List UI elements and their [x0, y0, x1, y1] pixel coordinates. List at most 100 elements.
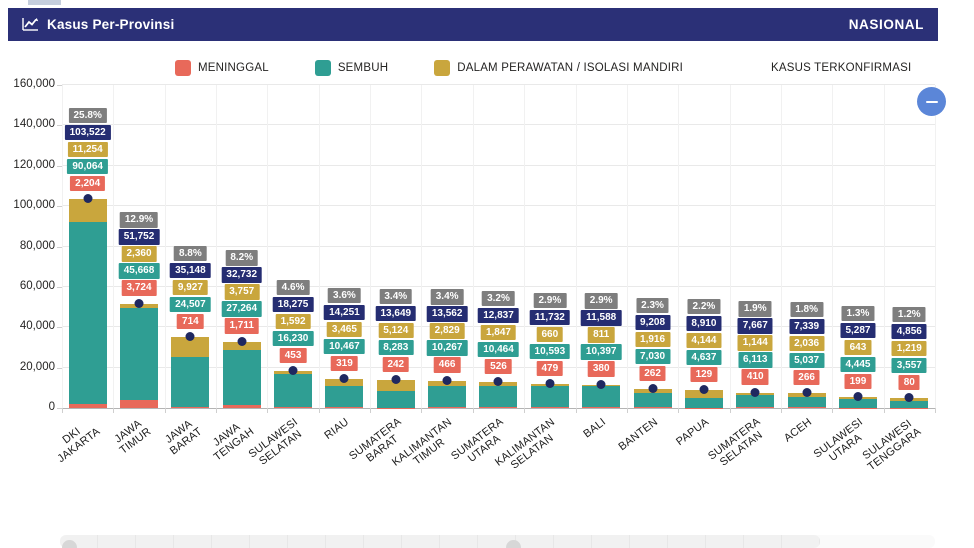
bar-segment-meninggal[interactable] — [582, 407, 621, 408]
stacked-bar[interactable] — [684, 390, 723, 408]
category-separator — [216, 85, 218, 408]
percent-label: 2.9% — [533, 292, 567, 309]
perawatan-label: 1,219 — [891, 340, 927, 357]
stacked-bar[interactable] — [68, 199, 107, 408]
percent-label: 8.8% — [173, 245, 207, 262]
category-separator — [267, 85, 269, 408]
bar-segment-sembuh[interactable] — [428, 386, 467, 408]
sembuh-label: 3,557 — [891, 357, 927, 374]
bar-segment-dalam-perawatan-isolasi-mandiri[interactable] — [68, 199, 107, 222]
bar-segment-meninggal[interactable] — [633, 407, 672, 408]
stacked-bar[interactable] — [428, 380, 467, 408]
chart-area: 0 20,000 40,000 60,000 80,000 100,000 120,000 1… — [0, 78, 974, 473]
bar-segment-meninggal[interactable] — [787, 407, 826, 408]
bar-segment-sembuh[interactable] — [479, 385, 518, 407]
perawatan-label: 811 — [588, 327, 615, 343]
bar-segment-meninggal[interactable] — [274, 407, 313, 408]
bar-segment-meninggal[interactable] — [530, 407, 569, 408]
legend-item-dalam-perawatan-isolasi-mandiri: DALAM PERAWATAN / ISOLASI MANDIRI — [434, 60, 683, 76]
bar-segment-sembuh[interactable] — [274, 374, 313, 408]
bar-segment-dalam-perawatan-isolasi-mandiri[interactable] — [376, 380, 415, 391]
confirmed-dot[interactable] — [391, 375, 401, 385]
meninggal-label: 266 — [793, 369, 820, 386]
confirmed-dot[interactable] — [83, 194, 93, 204]
bar-segment-sembuh[interactable] — [838, 398, 877, 408]
bar-segment-sembuh[interactable] — [582, 386, 621, 408]
confirmed-dot[interactable] — [185, 332, 195, 342]
bar-column-sulawesi-tenggara: 1.2% 4,856 1,219 3,557 80 SULAWESI TENGGARA — [861, 85, 935, 473]
bar-segment-sembuh[interactable] — [530, 385, 569, 408]
legend-item-kasus-terkonfirmasi: KASUS TERKONFIRMASI — [771, 62, 911, 74]
gridline — [62, 245, 935, 247]
bar-segment-sembuh[interactable] — [376, 390, 415, 408]
bar-segment-sembuh[interactable] — [171, 357, 210, 407]
bar-segment-meninggal[interactable] — [68, 403, 107, 408]
y-tick-mark — [57, 125, 62, 127]
bar-segment-dalam-perawatan-isolasi-mandiri[interactable] — [171, 337, 210, 358]
bar-segment-sembuh[interactable] — [222, 349, 261, 405]
y-tick-mark — [57, 85, 62, 86]
confirmed-dot[interactable] — [802, 388, 812, 398]
bar-segment-meninggal[interactable] — [171, 406, 210, 408]
collapse-button[interactable] — [917, 87, 946, 116]
confirmed-dot[interactable] — [596, 379, 606, 389]
bar-segment-sembuh[interactable] — [120, 308, 159, 401]
perawatan-label: 4,144 — [686, 332, 722, 349]
meninggal-label: 453 — [279, 347, 307, 364]
bar-column-sulawesi-utara: 1.3% 5,287 643 4,445 199 SULAWESI UTARA — [812, 85, 883, 464]
bar-segment-sembuh[interactable] — [633, 393, 672, 408]
meninggal-label: 466 — [433, 357, 461, 373]
bar-segment-meninggal[interactable] — [479, 406, 518, 408]
bar-segment-dalam-perawatan-isolasi-mandiri[interactable] — [684, 390, 723, 399]
y-tick-label: 80,000 — [19, 239, 55, 252]
bar-segment-sembuh[interactable] — [890, 400, 929, 408]
x-axis-label: JAWA BARAT — [163, 417, 205, 458]
gridline — [62, 84, 935, 85]
stacked-bar[interactable] — [376, 380, 415, 408]
confirmed-dot[interactable] — [442, 375, 452, 385]
stacked-bar[interactable] — [171, 337, 210, 408]
perawatan-label: 1,144 — [737, 335, 773, 351]
legend-label: DALAM PERAWATAN / ISOLASI MANDIRI — [457, 62, 683, 74]
horizontal-scrollbar[interactable] — [60, 535, 935, 548]
bar-segment-sembuh[interactable] — [736, 394, 775, 408]
scrollbar-handle-right[interactable] — [506, 540, 521, 548]
bar-segment-sembuh[interactable] — [68, 221, 107, 404]
bar-segment-meninggal[interactable] — [736, 407, 775, 408]
confirmed-dot[interactable] — [493, 377, 503, 387]
bar-segment-meninggal[interactable] — [428, 407, 467, 408]
bar-segment-meninggal[interactable] — [222, 404, 261, 408]
stacked-bar[interactable] — [222, 341, 261, 408]
confirmed-dot[interactable] — [648, 384, 658, 394]
stacked-bar[interactable] — [274, 371, 313, 408]
bar-segment-meninggal[interactable] — [325, 407, 364, 408]
confirmed-dot[interactable] — [545, 379, 555, 389]
x-tick-mark — [729, 408, 731, 413]
confirmed-dot[interactable] — [288, 366, 298, 376]
bar-segment-sembuh[interactable] — [684, 398, 723, 408]
confirmed-dot[interactable] — [853, 392, 863, 402]
percent-label: 25.8% — [68, 107, 107, 124]
confirmed-dot[interactable] — [339, 374, 349, 384]
bar-segment-sembuh[interactable] — [787, 397, 826, 408]
value-label-stack: 3.6% 14,251 3,465 10,467 319 — [324, 287, 365, 372]
confirmed-dot[interactable] — [134, 298, 144, 308]
confirmed-dot[interactable] — [699, 385, 709, 395]
confirmed-dot[interactable] — [237, 336, 247, 346]
sembuh-label: 90,064 — [67, 158, 108, 175]
stacked-bar[interactable] — [120, 303, 159, 408]
stacked-bar[interactable] — [325, 379, 364, 408]
y-tick-label: 100,000 — [13, 199, 55, 212]
bar-segment-sembuh[interactable] — [325, 386, 364, 408]
confirmed-dot[interactable] — [750, 387, 760, 397]
bar-segment-meninggal[interactable] — [120, 400, 159, 408]
bar-column-papua: 2.2% 8,910 4,144 4,637 129 PAPUA — [674, 85, 729, 448]
perawatan-label: 11,254 — [67, 141, 108, 158]
confirmed-dot[interactable] — [904, 393, 914, 403]
scrollbar-thumb[interactable] — [60, 535, 820, 548]
scrollbar-handle-left[interactable] — [62, 540, 77, 548]
x-tick-mark — [421, 408, 423, 413]
category-separator — [780, 85, 782, 408]
bar-column-banten: 2.3% 9,208 1,916 7,030 262 BANTEN — [616, 85, 678, 453]
sembuh-label: 45,668 — [118, 263, 160, 279]
